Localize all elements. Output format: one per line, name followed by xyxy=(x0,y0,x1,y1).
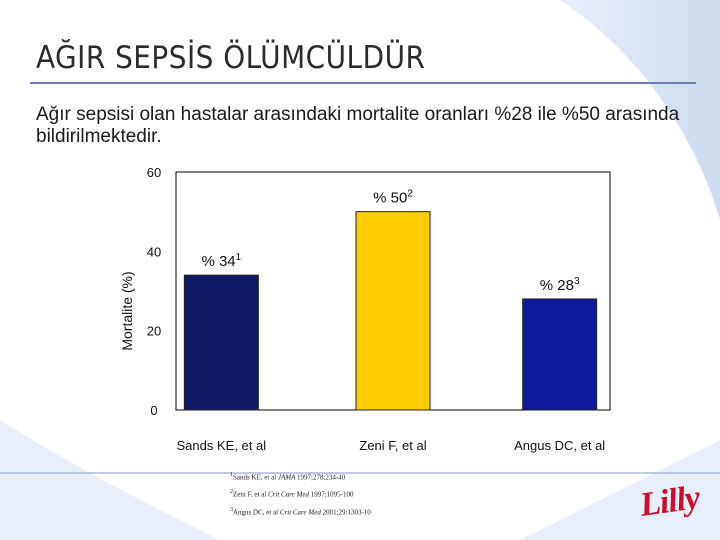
footnotes: 1Sands KE, et al JAMA 1997;278:234-40 2Ze… xyxy=(230,468,371,520)
x-category-label: Zeni F, et al xyxy=(359,438,426,453)
data-label-2: % 502 xyxy=(373,189,413,207)
data-label-3: % 283 xyxy=(540,276,580,294)
title-underline xyxy=(30,82,696,84)
y-tick-label: 60 xyxy=(147,165,161,180)
bar-2 xyxy=(355,211,431,411)
bar-1 xyxy=(183,274,259,411)
y-tick-label: 40 xyxy=(147,244,161,259)
footnote: 1Sands KE, et al JAMA 1997;278:234-40 xyxy=(230,472,346,482)
x-category-label: Angus DC, et al xyxy=(514,438,605,453)
y-tick-label: 0 xyxy=(150,403,157,418)
slide-subtitle: Ağır sepsisi olan hastalar arasındaki mo… xyxy=(36,104,680,147)
footnote: 3Angus DC, et al Crit Care Med 2001;29:1… xyxy=(230,506,371,516)
slide-title: AĞIR SEPSİS ÖLÜMCÜLDÜR xyxy=(36,40,426,76)
footnote: 2Zeni F, et al Crit Care Med 1997;1095-1… xyxy=(230,489,354,499)
data-label-1: % 341 xyxy=(201,252,241,270)
bar-3 xyxy=(522,298,598,411)
bottom-divider xyxy=(0,472,720,474)
y-tick-label: 20 xyxy=(147,324,161,339)
y-axis-label: Mortalite (%) xyxy=(119,271,135,350)
x-category-label: Sands KE, et al xyxy=(177,438,267,453)
